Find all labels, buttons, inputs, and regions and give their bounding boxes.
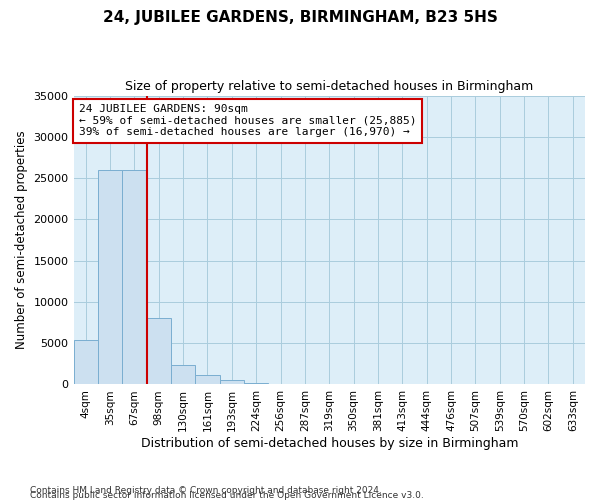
- Y-axis label: Number of semi-detached properties: Number of semi-detached properties: [15, 130, 28, 350]
- Text: Contains public sector information licensed under the Open Government Licence v3: Contains public sector information licen…: [30, 491, 424, 500]
- Bar: [98, 170, 122, 384]
- X-axis label: Distribution of semi-detached houses by size in Birmingham: Distribution of semi-detached houses by …: [140, 437, 518, 450]
- Bar: [220, 380, 244, 384]
- Text: Contains HM Land Registry data © Crown copyright and database right 2024.: Contains HM Land Registry data © Crown c…: [30, 486, 382, 495]
- Text: 24, JUBILEE GARDENS, BIRMINGHAM, B23 5HS: 24, JUBILEE GARDENS, BIRMINGHAM, B23 5HS: [103, 10, 497, 25]
- Bar: [122, 170, 146, 384]
- Bar: [171, 364, 196, 384]
- Bar: [244, 383, 268, 384]
- Bar: [196, 376, 220, 384]
- Bar: [74, 340, 98, 384]
- Bar: [146, 318, 171, 384]
- Text: 24 JUBILEE GARDENS: 90sqm
← 59% of semi-detached houses are smaller (25,885)
39%: 24 JUBILEE GARDENS: 90sqm ← 59% of semi-…: [79, 104, 416, 138]
- Title: Size of property relative to semi-detached houses in Birmingham: Size of property relative to semi-detach…: [125, 80, 533, 93]
